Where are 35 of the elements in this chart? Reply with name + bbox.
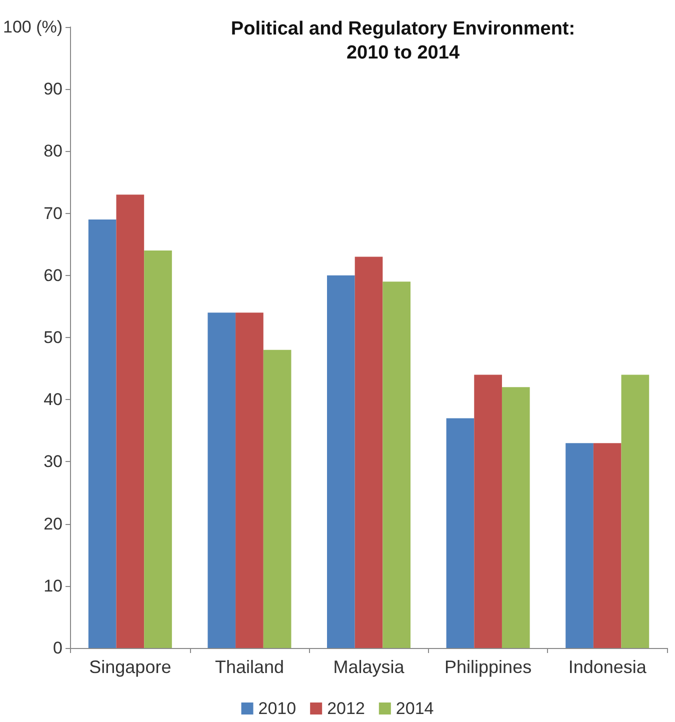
x-tick-label: Thailand — [214, 657, 284, 677]
x-tick-label: Indonesia — [568, 657, 648, 677]
bar — [208, 312, 236, 648]
y-tick-label: 40 — [44, 390, 63, 410]
bar — [327, 275, 355, 648]
bar — [116, 194, 144, 648]
bar — [144, 250, 172, 648]
legend-label: 2012 — [327, 699, 365, 718]
bar — [382, 282, 411, 648]
legend-label: 2014 — [396, 699, 434, 718]
x-tick-label: Malaysia — [333, 657, 406, 677]
bar — [474, 374, 502, 648]
bar — [236, 312, 264, 648]
bar — [88, 220, 116, 648]
y-tick-label: 10 — [44, 576, 63, 596]
bar — [566, 443, 594, 648]
bar — [446, 418, 474, 648]
bar — [621, 374, 650, 648]
legend-label: 2010 — [258, 699, 296, 718]
chart-title: Political and Regulatory Environment: 2010 to 2014 — [230, 18, 576, 64]
y-tick-label: 50 — [44, 328, 63, 347]
y-tick-label: 70 — [44, 204, 63, 223]
y-tick-label: 30 — [44, 452, 63, 472]
x-tick-label: Singapore — [89, 657, 172, 677]
bar — [593, 443, 622, 648]
y-tick-label: 20 — [44, 514, 63, 534]
bar — [354, 256, 383, 648]
y-tick-label: 0 — [53, 638, 63, 658]
y-tick-label: 80 — [44, 142, 63, 161]
y-tick-label: 100 (%) — [2, 18, 63, 36]
bar — [263, 350, 292, 648]
y-tick-label: 60 — [44, 266, 63, 285]
bar — [502, 387, 530, 648]
y-tick-label: 90 — [44, 80, 63, 99]
x-tick-label: Philippines — [444, 657, 532, 677]
